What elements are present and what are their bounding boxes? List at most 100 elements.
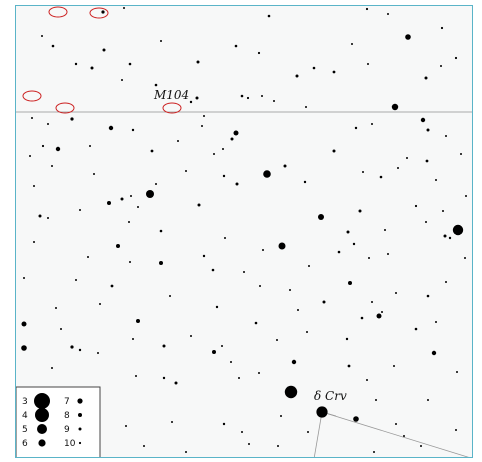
- star: [351, 43, 353, 45]
- star: [424, 76, 428, 80]
- star: [235, 182, 239, 186]
- star: [306, 331, 308, 333]
- star: [303, 180, 307, 184]
- legend-magnitude-dot: [35, 408, 49, 422]
- star: [169, 295, 171, 297]
- galaxy-outline[interactable]: [55, 102, 75, 114]
- star: [267, 14, 271, 18]
- star: [353, 416, 359, 422]
- star: [78, 348, 82, 352]
- star: [352, 242, 356, 246]
- star: [90, 66, 94, 70]
- star: [203, 115, 205, 117]
- legend-magnitude-dot: [78, 441, 82, 445]
- star: [116, 244, 120, 248]
- star: [395, 292, 397, 294]
- legend-magnitude-label: 7: [64, 397, 70, 407]
- star: [318, 214, 324, 220]
- star: [29, 155, 31, 157]
- star: [261, 95, 263, 97]
- star: [70, 117, 74, 121]
- star: [346, 230, 350, 234]
- constellation-line: [313, 411, 323, 457]
- star: [79, 209, 81, 211]
- star: [47, 217, 49, 219]
- star: [273, 100, 275, 102]
- sky-map[interactable]: M104 δ Crv 3 4 5 6 7 8 9 10: [16, 6, 473, 458]
- star: [41, 144, 45, 148]
- star: [160, 40, 162, 42]
- star: [230, 137, 234, 141]
- star: [110, 284, 114, 288]
- star: [440, 65, 442, 67]
- star: [454, 56, 458, 60]
- legend-magnitude-label: 4: [22, 411, 28, 421]
- star: [132, 338, 134, 340]
- star: [202, 254, 206, 258]
- star: [222, 422, 226, 426]
- star: [97, 352, 99, 354]
- star: [107, 201, 111, 205]
- star: [246, 96, 250, 100]
- star: [136, 319, 140, 323]
- star: [291, 359, 297, 365]
- star: [362, 171, 364, 173]
- galaxy-outline[interactable]: [22, 90, 42, 102]
- legend-magnitude-label: 5: [22, 425, 28, 435]
- legend-magnitude-dot: [37, 424, 47, 434]
- legend-magnitude-dot: [34, 393, 50, 409]
- star: [155, 183, 157, 185]
- star: [130, 195, 132, 197]
- star: [230, 361, 232, 363]
- star: [174, 381, 178, 385]
- star: [222, 174, 226, 178]
- star: [93, 173, 95, 175]
- star: [297, 309, 299, 311]
- legend-magnitude-label: 8: [64, 411, 70, 421]
- star: [391, 103, 399, 111]
- star: [452, 224, 464, 236]
- star: [387, 253, 389, 255]
- star: [431, 350, 437, 356]
- star: [263, 170, 271, 178]
- star: [445, 135, 447, 137]
- star: [420, 445, 422, 447]
- star: [243, 271, 245, 273]
- star: [159, 261, 163, 265]
- star: [375, 399, 377, 401]
- star: [345, 337, 349, 341]
- star: [278, 242, 286, 250]
- star: [280, 415, 282, 417]
- star: [185, 451, 187, 453]
- galaxy-outline[interactable]: [89, 7, 109, 19]
- star: [376, 313, 382, 319]
- star: [435, 179, 437, 181]
- delta-crv-label: δ Crv: [314, 389, 347, 403]
- star: [234, 44, 238, 48]
- star: [213, 153, 215, 155]
- star: [51, 165, 53, 167]
- star: [259, 285, 261, 287]
- star: [87, 256, 89, 258]
- magnitude-legend: 3 4 5 6 7 8 9 10: [16, 386, 101, 457]
- star: [367, 63, 369, 65]
- star: [387, 13, 389, 15]
- star: [384, 229, 386, 231]
- star: [406, 157, 408, 159]
- star: [31, 117, 33, 119]
- star: [312, 66, 316, 70]
- star-field: [21, 7, 467, 453]
- star: [425, 221, 427, 223]
- star: [128, 62, 132, 66]
- star: [460, 153, 462, 155]
- star: [121, 79, 123, 81]
- star-chart-frame[interactable]: M104 δ Crv 3 4 5 6 7 8 9 10: [15, 5, 473, 458]
- star: [51, 367, 53, 369]
- star: [38, 214, 42, 218]
- legend-magnitude-dot: [78, 413, 82, 417]
- galaxy-outline-m104[interactable]: [162, 102, 182, 114]
- galaxy-outline[interactable]: [48, 6, 68, 18]
- star: [397, 167, 399, 169]
- star: [322, 300, 326, 304]
- star: [381, 311, 383, 313]
